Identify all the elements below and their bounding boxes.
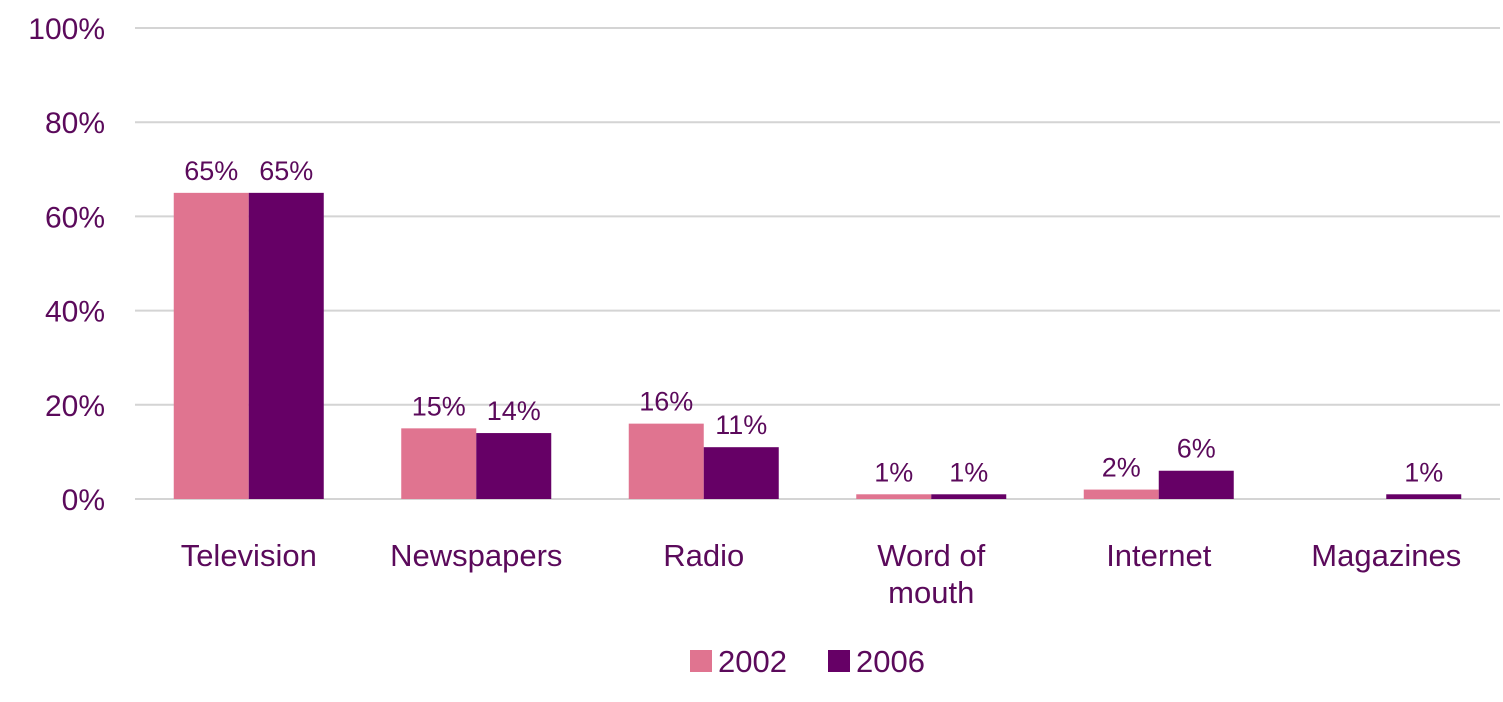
data-label: 1% [874,457,913,487]
legend-label-2006: 2006 [856,644,925,679]
bar-2006-radio [703,447,779,499]
bar-2006-magazines [1386,494,1462,499]
x-tick-label: Television [181,538,317,573]
bar-2002-television [173,192,249,499]
data-label: 11% [715,410,767,440]
bar-2006-word-of-mouth [931,494,1007,499]
legend-swatch-2006 [828,650,850,672]
data-label: 1% [949,457,988,487]
x-tick-label: Magazines [1311,538,1461,573]
data-label: 65% [184,156,238,186]
bar-2002-internet [1083,489,1159,499]
bar-2002-radio [628,423,704,499]
data-label: 14% [487,396,541,426]
x-tick-label: Radio [663,538,744,573]
y-tick-label: 40% [45,296,105,329]
x-tick-label: Internet [1106,538,1212,573]
y-tick-label: 100% [28,13,105,46]
data-label: 2% [1102,453,1141,483]
bar-2006-newspapers [476,433,552,499]
y-tick-label: 80% [45,107,105,140]
y-tick-label: 60% [45,201,105,234]
data-label: 16% [639,387,693,417]
bar-2006-television [248,192,324,499]
legend: 2002 2006 [690,644,925,679]
data-label: 15% [412,391,466,421]
x-tick-label: mouth [888,575,974,610]
bars [173,192,1462,499]
y-axis: 0% 20% 40% 60% 80% 100% [28,13,105,517]
bar-2006-internet [1158,470,1234,499]
y-tick-label: 20% [45,390,105,423]
x-tick-label: Newspapers [390,538,562,573]
legend-swatch-2002 [690,650,712,672]
data-labels: 65% 65% 15% 14% 16% 11% 1% 1% 2% 6% 1% [184,156,1443,487]
bar-2002-newspapers [401,428,477,499]
data-label: 6% [1177,434,1216,464]
data-label: 1% [1404,457,1443,487]
data-label: 65% [259,156,313,186]
legend-label-2002: 2002 [718,644,787,679]
bar-2002-word-of-mouth [856,494,932,499]
gridlines [135,27,1500,500]
x-tick-label: Word of [877,538,985,573]
y-tick-label: 0% [62,484,105,517]
